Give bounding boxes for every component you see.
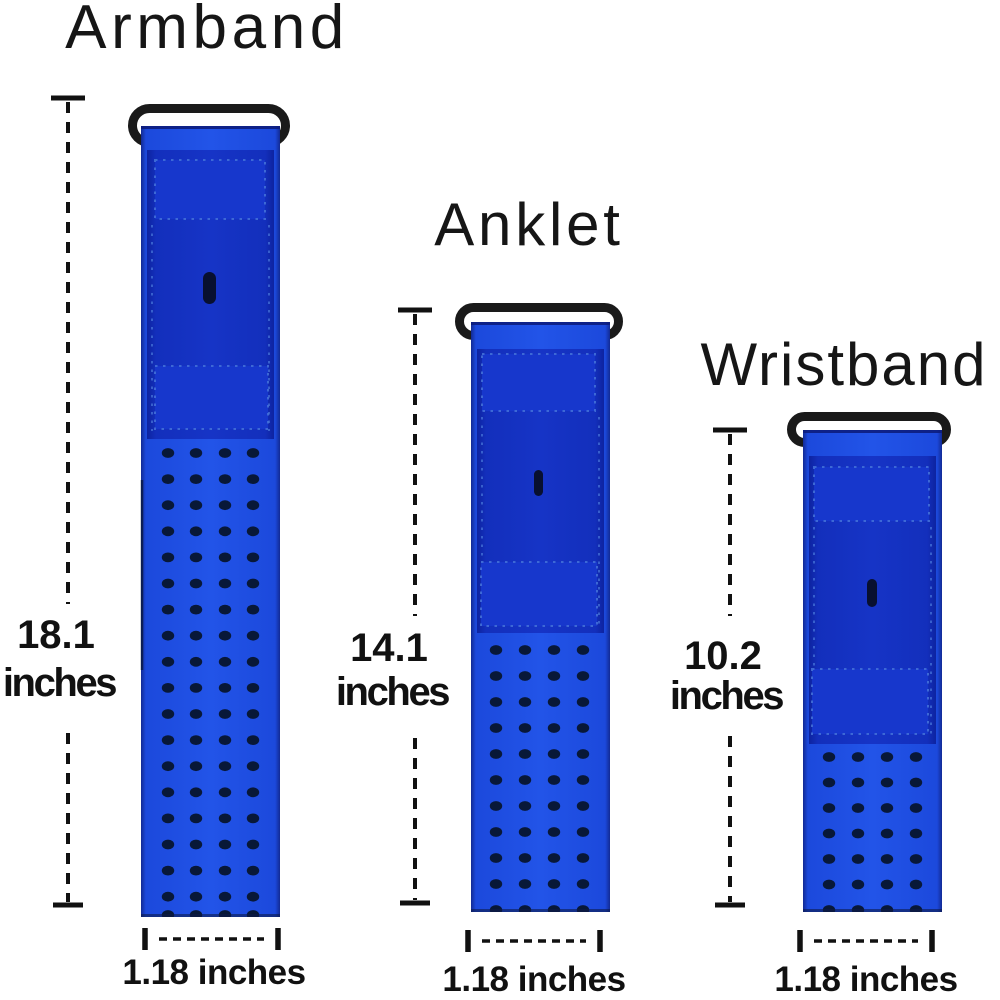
- svg-text:10.2: 10.2: [684, 634, 762, 678]
- svg-text:Anklet: Anklet: [434, 191, 624, 258]
- svg-text:Armband: Armband: [65, 0, 349, 62]
- svg-text:1.18 inches: 1.18 inches: [122, 953, 305, 992]
- svg-text:inches: inches: [336, 670, 449, 714]
- svg-text:14.1: 14.1: [350, 626, 428, 670]
- svg-text:inches: inches: [3, 661, 116, 705]
- svg-text:1.18 inches: 1.18 inches: [774, 960, 957, 999]
- svg-text:1.18 inches: 1.18 inches: [442, 960, 625, 999]
- svg-text:18.1: 18.1: [17, 613, 95, 657]
- svg-text:Wristband: Wristband: [700, 331, 987, 398]
- svg-text:inches: inches: [670, 674, 783, 718]
